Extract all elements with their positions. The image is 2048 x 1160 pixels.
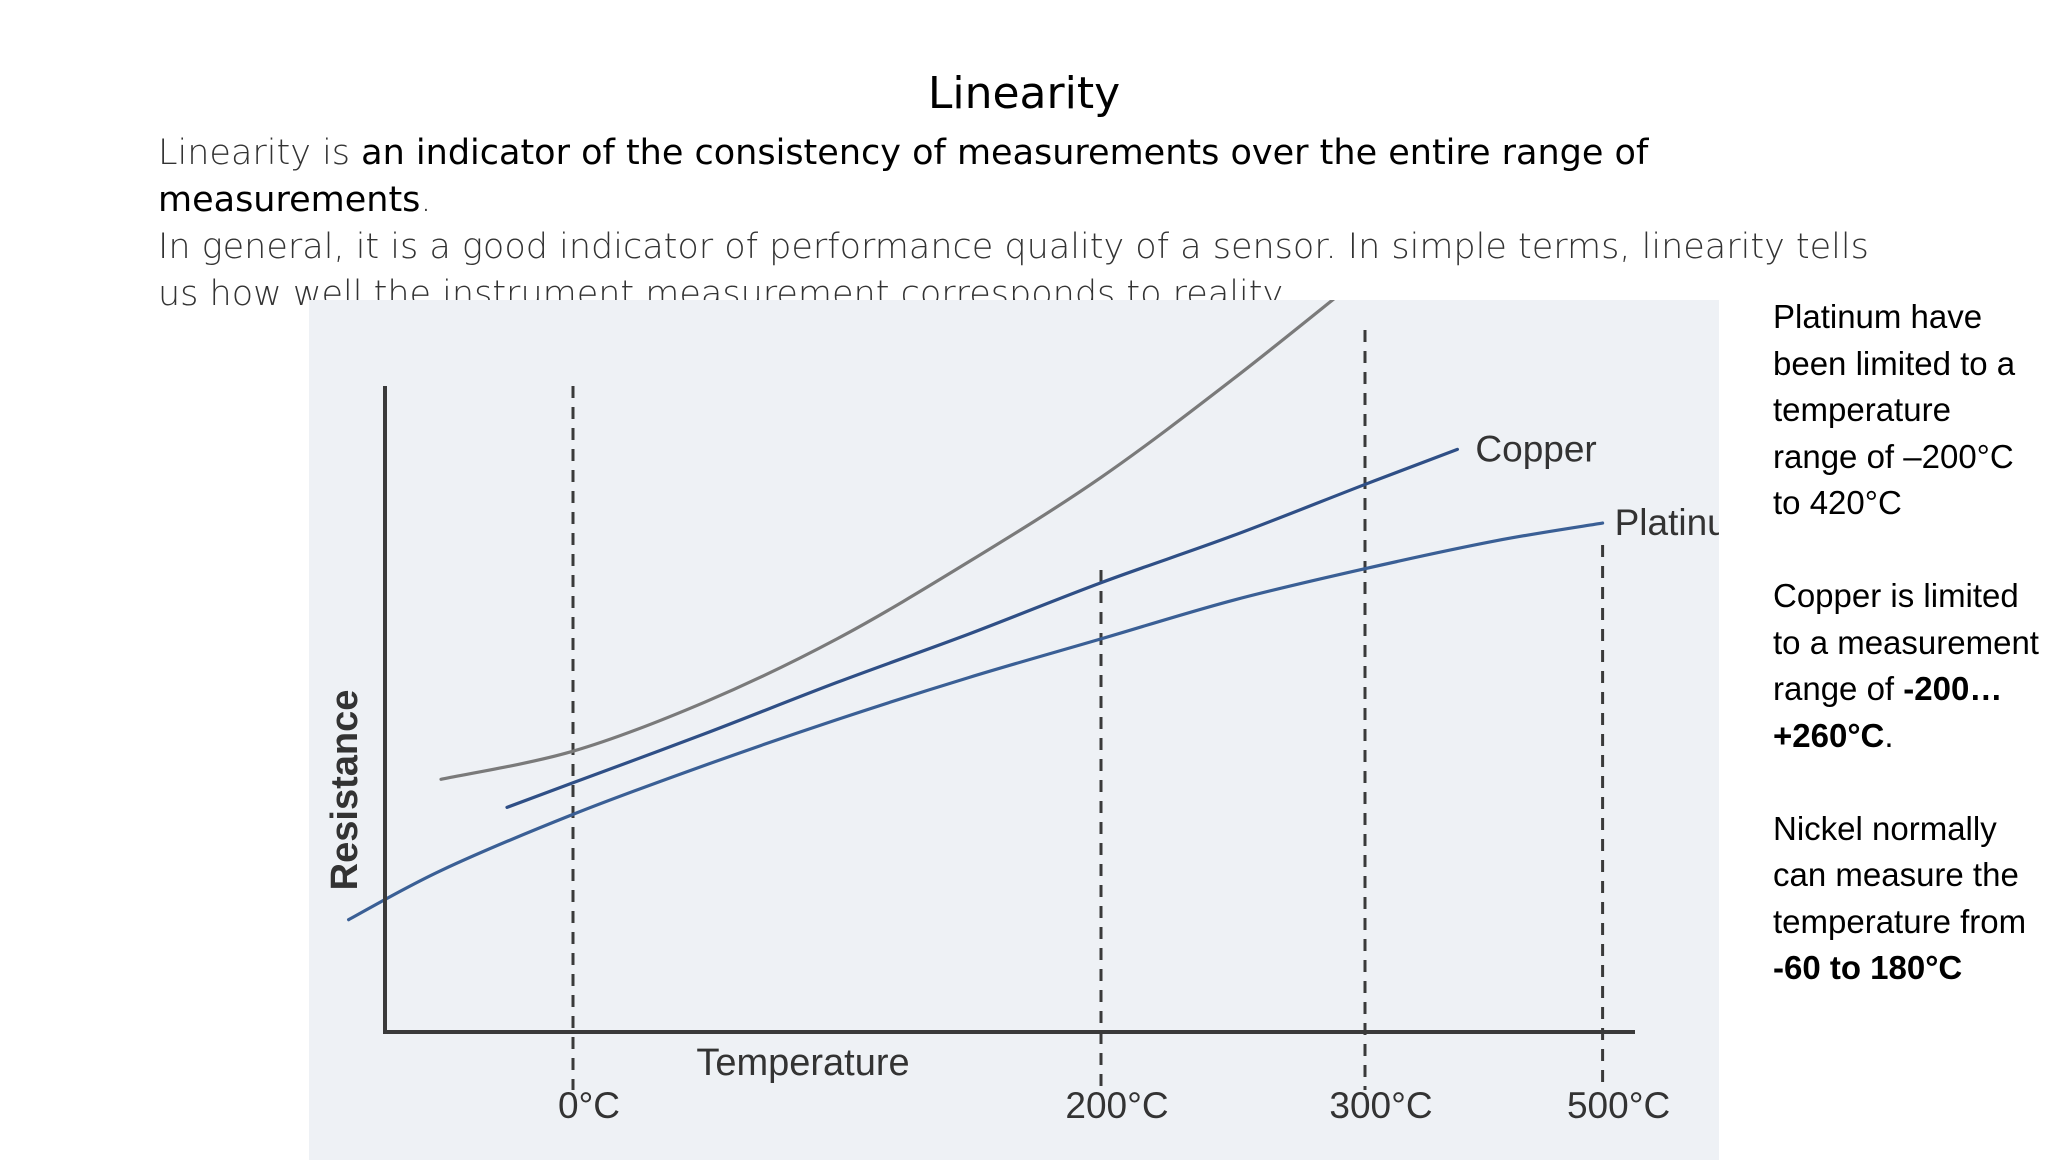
intro-part2: . — [420, 180, 432, 220]
intro-emphasis: an indicator of the consistency of measu… — [158, 133, 1649, 220]
series-lines — [347, 300, 1605, 922]
chart-labels: NickelCopperPlatinum0°C200°C300°C500°CTe… — [324, 428, 1719, 1126]
intro-paragraph: Linearity is an indicator of the consist… — [158, 130, 1918, 318]
guide-lines — [571, 330, 1605, 1090]
series-line-copper — [505, 447, 1459, 809]
note-copper-range: -200… +260°C — [1773, 670, 2003, 754]
series-line-nickel — [439, 300, 1336, 781]
side-notes: Platinum have been limited to a temperat… — [1773, 294, 2043, 1038]
x-tick-label-1: 200°C — [1065, 1085, 1168, 1126]
axes — [383, 386, 1635, 1034]
series-label-copper: Copper — [1475, 428, 1596, 469]
note-nickel-prefix: Nickel normally can measure the temperat… — [1773, 809, 2027, 940]
slide-title: Linearity — [927, 68, 1121, 119]
x-tick-label-0: 0°C — [558, 1085, 620, 1126]
intro-sentence2: In general, it is a good indicator of pe… — [158, 227, 1869, 314]
x-tick-label-3: 500°C — [1567, 1085, 1670, 1126]
x-axis-title: Temperature — [696, 1042, 909, 1084]
series-label-platinum: Platinum — [1615, 502, 1719, 543]
x-tick-label-2: 300°C — [1329, 1085, 1432, 1126]
y-axis-title: Resistance — [324, 690, 366, 891]
note-copper: Copper is limited to a measurement range… — [1773, 573, 2043, 759]
note-nickel: Nickel normally can measure the temperat… — [1773, 806, 2043, 992]
note-platinum: Platinum have been limited to a temperat… — [1773, 298, 2016, 521]
chart-svg: NickelCopperPlatinum0°C200°C300°C500°CTe… — [309, 300, 1719, 1160]
intro-part1: Linearity is — [158, 133, 362, 173]
note-copper-prefix: Copper is limited to a measurement range… — [1773, 577, 2039, 707]
note-nickel-range: -60 to 180°C — [1773, 949, 1963, 986]
series-line-platinum — [347, 521, 1605, 922]
chart-background — [309, 300, 1719, 1160]
note-copper-suffix: . — [1884, 716, 1894, 754]
linearity-chart: NickelCopperPlatinum0°C200°C300°C500°CTe… — [309, 300, 1719, 1160]
